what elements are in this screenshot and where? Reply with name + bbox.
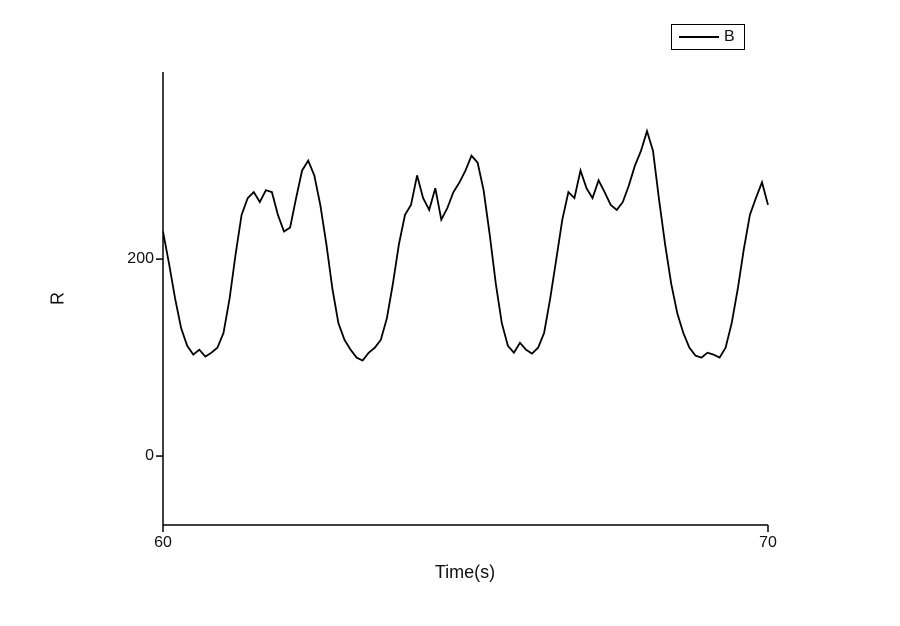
x-axis-title: Time(s) [434, 562, 496, 582]
y-tick-label-200: 200 [127, 250, 154, 267]
x-tick-label-60: 60 [154, 534, 172, 551]
y-axis-title: R [47, 292, 68, 305]
legend-line-sample-icon [679, 36, 719, 38]
legend: B [671, 24, 745, 50]
series-line-B [162, 128, 769, 362]
x-tick-label-70: 70 [759, 534, 777, 551]
y-tick-label-0: 0 [145, 447, 154, 464]
legend-entry-label: B [724, 28, 735, 45]
